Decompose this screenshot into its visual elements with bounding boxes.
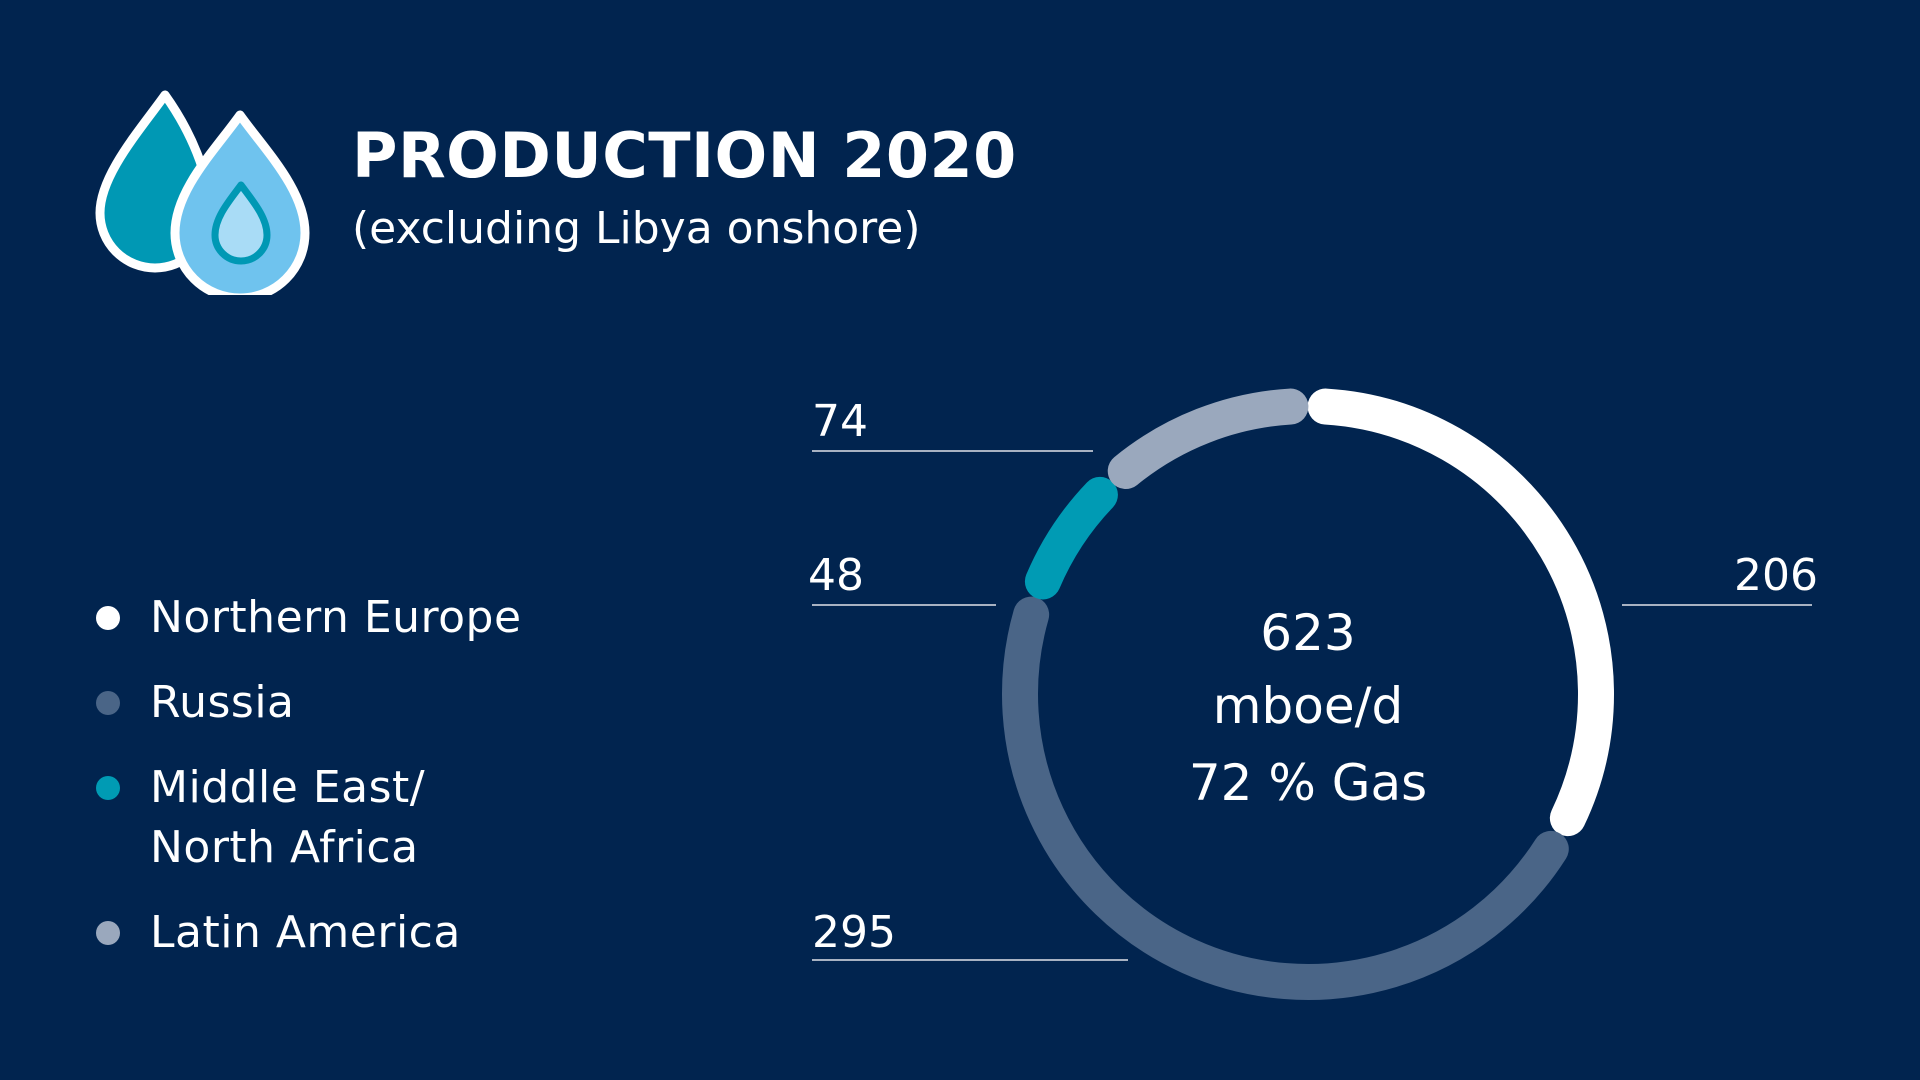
legend-label: Northern Europe: [150, 592, 522, 643]
data-label: 206: [1734, 550, 1818, 601]
center-total-value: 623: [1260, 604, 1355, 662]
center-unit: mboe/d: [1213, 677, 1403, 735]
chart-legend: Northern Europe Russia Middle East/ North …: [96, 588, 522, 988]
page-title: PRODUCTION 2020: [352, 119, 1017, 192]
donut-segment: [1024, 476, 1118, 600]
legend-item: Northern Europe: [96, 588, 522, 648]
donut-segment: [1107, 388, 1309, 490]
legend-label: Russia: [150, 677, 295, 728]
legend-item: Latin America: [96, 903, 522, 963]
legend-item: Russia: [96, 673, 522, 733]
legend-label: Latin America: [150, 907, 461, 958]
data-label: 295: [812, 907, 896, 958]
legend-swatch: [96, 776, 120, 800]
data-label: 48: [808, 550, 864, 601]
legend-swatch: [96, 606, 120, 630]
legend-label: Middle East/ North Africa: [150, 762, 426, 873]
legend-swatch: [96, 921, 120, 945]
legend-item: Middle East/ North Africa: [96, 758, 522, 878]
center-gas-share: 72 % Gas: [1189, 754, 1427, 812]
data-label: 74: [812, 396, 868, 447]
page-subtitle: (excluding Libya onshore): [352, 203, 921, 254]
donut-segment: [1002, 596, 1569, 1000]
donut-segment: [1307, 388, 1614, 837]
legend-swatch: [96, 691, 120, 715]
